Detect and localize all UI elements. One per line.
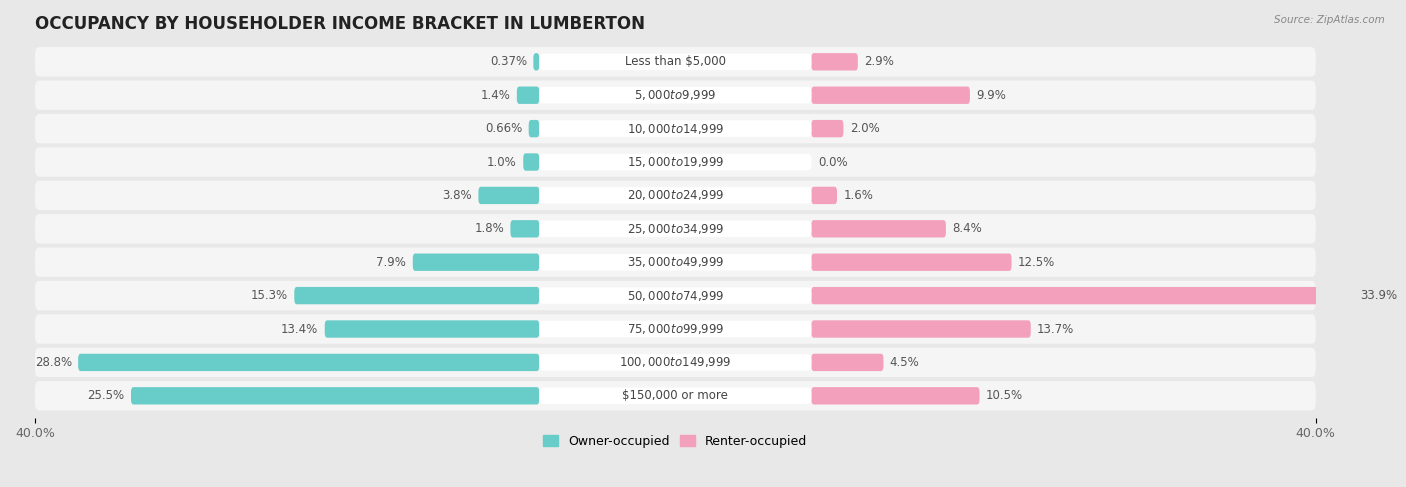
Text: 13.4%: 13.4% [281,322,318,336]
FancyBboxPatch shape [811,320,1031,337]
FancyBboxPatch shape [325,320,540,337]
Text: 7.9%: 7.9% [377,256,406,269]
Text: $35,000 to $49,999: $35,000 to $49,999 [627,255,724,269]
FancyBboxPatch shape [811,87,970,104]
FancyBboxPatch shape [540,221,811,237]
FancyBboxPatch shape [811,220,946,238]
FancyBboxPatch shape [131,387,540,405]
FancyBboxPatch shape [35,214,1316,244]
Legend: Owner-occupied, Renter-occupied: Owner-occupied, Renter-occupied [538,430,813,453]
FancyBboxPatch shape [540,354,811,371]
Text: OCCUPANCY BY HOUSEHOLDER INCOME BRACKET IN LUMBERTON: OCCUPANCY BY HOUSEHOLDER INCOME BRACKET … [35,15,645,33]
FancyBboxPatch shape [523,153,540,171]
Text: $50,000 to $74,999: $50,000 to $74,999 [627,289,724,302]
FancyBboxPatch shape [478,187,540,204]
FancyBboxPatch shape [540,120,811,137]
Text: $20,000 to $24,999: $20,000 to $24,999 [627,188,724,203]
FancyBboxPatch shape [510,220,540,238]
FancyBboxPatch shape [540,187,811,204]
Text: $25,000 to $34,999: $25,000 to $34,999 [627,222,724,236]
FancyBboxPatch shape [540,321,811,337]
FancyBboxPatch shape [811,187,837,204]
FancyBboxPatch shape [35,148,1316,177]
Text: $75,000 to $99,999: $75,000 to $99,999 [627,322,724,336]
FancyBboxPatch shape [35,80,1316,110]
Text: Source: ZipAtlas.com: Source: ZipAtlas.com [1274,15,1385,25]
Text: 4.5%: 4.5% [890,356,920,369]
FancyBboxPatch shape [540,254,811,270]
FancyBboxPatch shape [540,287,811,304]
FancyBboxPatch shape [35,47,1316,76]
FancyBboxPatch shape [413,254,540,271]
Text: $15,000 to $19,999: $15,000 to $19,999 [627,155,724,169]
FancyBboxPatch shape [35,114,1316,143]
Text: $150,000 or more: $150,000 or more [623,389,728,402]
Text: $10,000 to $14,999: $10,000 to $14,999 [627,122,724,135]
FancyBboxPatch shape [35,281,1316,310]
FancyBboxPatch shape [540,154,811,170]
FancyBboxPatch shape [79,354,540,371]
FancyBboxPatch shape [811,254,1011,271]
Text: 9.9%: 9.9% [976,89,1007,102]
FancyBboxPatch shape [811,120,844,137]
Text: 1.6%: 1.6% [844,189,873,202]
FancyBboxPatch shape [35,247,1316,277]
FancyBboxPatch shape [533,53,540,71]
Text: 15.3%: 15.3% [250,289,288,302]
Text: 1.0%: 1.0% [486,155,517,169]
Text: 8.4%: 8.4% [952,223,981,235]
FancyBboxPatch shape [811,287,1354,304]
Text: 25.5%: 25.5% [87,389,125,402]
Text: 13.7%: 13.7% [1038,322,1074,336]
Text: $100,000 to $149,999: $100,000 to $149,999 [619,356,731,370]
Text: 10.5%: 10.5% [986,389,1024,402]
FancyBboxPatch shape [811,53,858,71]
Text: $5,000 to $9,999: $5,000 to $9,999 [634,88,717,102]
FancyBboxPatch shape [35,314,1316,344]
Text: 12.5%: 12.5% [1018,256,1054,269]
FancyBboxPatch shape [811,354,883,371]
Text: 2.9%: 2.9% [865,56,894,68]
Text: 1.4%: 1.4% [481,89,510,102]
FancyBboxPatch shape [294,287,540,304]
FancyBboxPatch shape [540,54,811,70]
Text: 2.0%: 2.0% [849,122,880,135]
FancyBboxPatch shape [35,381,1316,411]
FancyBboxPatch shape [35,181,1316,210]
FancyBboxPatch shape [35,348,1316,377]
Text: 0.37%: 0.37% [489,56,527,68]
Text: 33.9%: 33.9% [1361,289,1398,302]
Text: 1.8%: 1.8% [474,223,503,235]
FancyBboxPatch shape [540,388,811,404]
FancyBboxPatch shape [811,387,980,405]
Text: 3.8%: 3.8% [443,189,472,202]
FancyBboxPatch shape [540,87,811,103]
Text: 0.0%: 0.0% [818,155,848,169]
Text: Less than $5,000: Less than $5,000 [624,56,725,68]
FancyBboxPatch shape [517,87,540,104]
FancyBboxPatch shape [529,120,540,137]
Text: 28.8%: 28.8% [35,356,72,369]
Text: 0.66%: 0.66% [485,122,522,135]
